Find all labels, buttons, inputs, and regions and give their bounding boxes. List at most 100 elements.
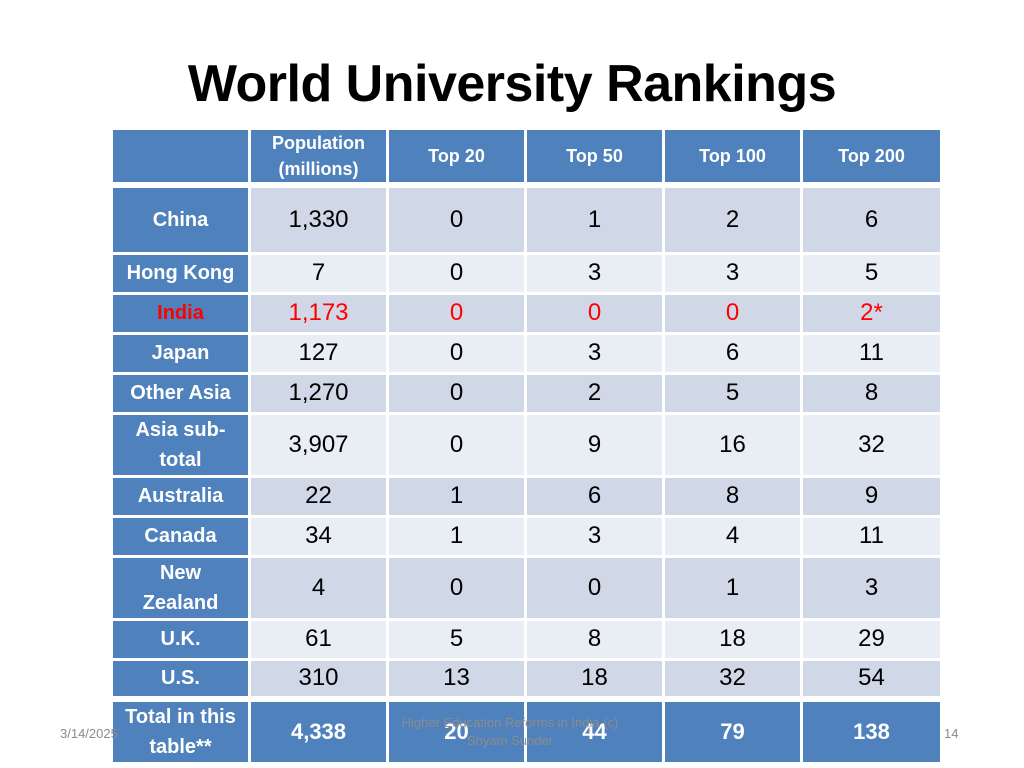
row-label-line1: New xyxy=(159,561,202,584)
table-row-japan: Japan 127 0 3 6 11 xyxy=(110,331,943,375)
header-top20: Top 20 xyxy=(386,127,527,188)
cell-top20: 0 xyxy=(386,251,527,295)
slide-title: World University Rankings xyxy=(187,55,837,113)
cell-top100: 1 xyxy=(662,554,803,621)
cell-population: 34 xyxy=(248,514,389,558)
row-label-line2: table** xyxy=(149,736,212,758)
cell-population: 127 xyxy=(248,331,389,375)
cell-top20: 0 xyxy=(386,331,527,375)
cell-top50: 2 xyxy=(524,371,665,415)
cell-top50: 18 xyxy=(524,657,665,701)
cell-top50: 9 xyxy=(524,411,665,478)
row-label-new-zealand: New Zealand xyxy=(110,554,251,621)
cell-top100: 0 xyxy=(662,291,803,335)
cell-top50: 0 xyxy=(524,554,665,621)
cell-population: 7 xyxy=(248,251,389,295)
table-row-australia: Australia 22 1 6 8 9 xyxy=(110,474,943,518)
cell-top20: 20 xyxy=(386,696,527,765)
cell-top50: 3 xyxy=(524,331,665,375)
header-top200: Top 200 xyxy=(800,127,943,188)
header-top50: Top 50 xyxy=(524,127,665,188)
table-row-india: India 1,173 0 0 0 2* xyxy=(110,291,943,335)
row-label-canada: Canada xyxy=(110,514,251,558)
cell-top20: 13 xyxy=(386,657,527,701)
cell-top20: 0 xyxy=(386,371,527,415)
cell-population: 61 xyxy=(248,617,389,661)
cell-top50: 3 xyxy=(524,251,665,295)
row-label-japan: Japan xyxy=(110,331,251,375)
cell-top50: 1 xyxy=(524,183,665,255)
footer-caption-line1: Higher Education Reforms in India (c) xyxy=(401,715,619,730)
cell-population: 22 xyxy=(248,474,389,518)
cell-top50: 44 xyxy=(524,696,665,765)
footer-date: 3/14/2025 xyxy=(60,726,118,741)
cell-population: 4,338 xyxy=(248,696,389,765)
cell-top200: 29 xyxy=(800,617,943,661)
row-label-total: Total in this table** xyxy=(110,696,251,765)
table-row-new-zealand: New Zealand 4 0 0 1 3 xyxy=(110,554,943,621)
row-label-india: India xyxy=(110,291,251,335)
cell-population: 3,907 xyxy=(248,411,389,478)
cell-population: 1,270 xyxy=(248,371,389,415)
table-row-asia-subtotal: Asia sub- total 3,907 0 9 16 32 xyxy=(110,411,943,478)
cell-top200: 11 xyxy=(800,331,943,375)
header-row: Population (millions) Top 20 Top 50 Top … xyxy=(110,127,943,188)
table-row-other-asia: Other Asia 1,270 0 2 5 8 xyxy=(110,371,943,415)
page-number: 14 xyxy=(944,726,959,741)
header-population-line1: Population xyxy=(272,133,365,153)
cell-top200: 9 xyxy=(800,474,943,518)
cell-top50: 3 xyxy=(524,514,665,558)
cell-population: 310 xyxy=(248,657,389,701)
table-row-hong-kong: Hong Kong 7 0 3 3 5 xyxy=(110,251,943,295)
footer-caption-line2: Shyam Sunder xyxy=(467,733,553,748)
cell-top200: 3 xyxy=(800,554,943,621)
header-population: Population (millions) xyxy=(248,127,389,188)
cell-top200: 5 xyxy=(800,251,943,295)
cell-top200: 32 xyxy=(800,411,943,478)
table-row-china: China 1,330 0 1 2 6 xyxy=(110,183,943,255)
cell-top100: 6 xyxy=(662,331,803,375)
row-label-australia: Australia xyxy=(110,474,251,518)
table-row-us: U.S. 310 13 18 32 54 xyxy=(110,657,943,701)
table-row-uk: U.K. 61 5 8 18 29 xyxy=(110,617,943,661)
cell-top100: 79 xyxy=(662,696,803,765)
row-label-line2: Zealand xyxy=(142,591,219,614)
cell-top100: 4 xyxy=(662,514,803,558)
cell-top100: 3 xyxy=(662,251,803,295)
cell-top50: 6 xyxy=(524,474,665,518)
cell-top200: 138 xyxy=(800,696,943,765)
row-label-hong-kong: Hong Kong xyxy=(110,251,251,295)
footer-caption: Higher Education Reforms in India (c) Sh… xyxy=(360,714,660,750)
cell-top20: 0 xyxy=(386,183,527,255)
cell-top200: 11 xyxy=(800,514,943,558)
cell-top200: 8 xyxy=(800,371,943,415)
cell-top200: 2* xyxy=(800,291,943,335)
header-corner xyxy=(110,127,251,188)
cell-top20: 1 xyxy=(386,514,527,558)
header-top100: Top 100 xyxy=(662,127,803,188)
row-label-other-asia: Other Asia xyxy=(110,371,251,415)
header-population-line2: (millions) xyxy=(278,159,359,179)
row-label-uk: U.K. xyxy=(110,617,251,661)
row-label-line2: total xyxy=(159,448,202,471)
cell-top200: 54 xyxy=(800,657,943,701)
cell-population: 1,330 xyxy=(248,183,389,255)
cell-top20: 5 xyxy=(386,617,527,661)
cell-top20: 0 xyxy=(386,554,527,621)
cell-top50: 0 xyxy=(524,291,665,335)
cell-top20: 0 xyxy=(386,411,527,478)
cell-population: 4 xyxy=(248,554,389,621)
cell-top100: 18 xyxy=(662,617,803,661)
cell-top100: 16 xyxy=(662,411,803,478)
row-label-line1: Total in this xyxy=(125,706,236,728)
cell-top20: 0 xyxy=(386,291,527,335)
cell-population: 1,173 xyxy=(248,291,389,335)
cell-top100: 2 xyxy=(662,183,803,255)
rankings-table: Population (millions) Top 20 Top 50 Top … xyxy=(110,127,943,765)
cell-top100: 5 xyxy=(662,371,803,415)
table-row-canada: Canada 34 1 3 4 11 xyxy=(110,514,943,558)
row-label-line1: Asia sub- xyxy=(135,418,226,441)
cell-top200: 6 xyxy=(800,183,943,255)
cell-top100: 32 xyxy=(662,657,803,701)
row-label-us: U.S. xyxy=(110,657,251,701)
